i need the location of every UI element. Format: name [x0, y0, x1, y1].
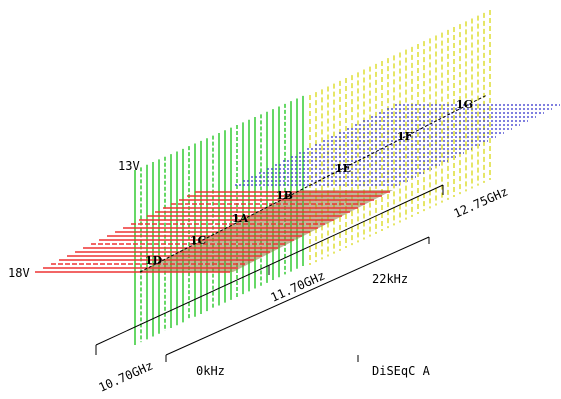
- horizontal-high-band-plane: [235, 104, 560, 186]
- axes: [95, 184, 444, 362]
- diseqc-label: DiSEqC A: [372, 364, 431, 378]
- horizontal-low-band-plane: [35, 191, 390, 273]
- position-label-1f: 1F: [397, 130, 413, 143]
- tone-high-label: 22kHz: [372, 272, 408, 286]
- position-label-1b: 1B: [276, 189, 293, 202]
- position-label-1c: 1C: [190, 234, 207, 247]
- freq-end-label: 12.75GHz: [452, 184, 510, 220]
- vertical-polarization-label: 13V: [118, 159, 140, 173]
- position-label-1a: 1A: [232, 212, 249, 225]
- freq-start-label: 10.70GHz: [97, 358, 155, 394]
- position-label-1g: 1G: [456, 98, 473, 111]
- position-label-1d: 1D: [145, 254, 163, 267]
- horizontal-polarization-label: 18V: [8, 266, 30, 280]
- position-label-1e: 1E: [335, 162, 351, 175]
- tone-axis: [165, 236, 430, 362]
- frequency-axis: [95, 184, 444, 355]
- tone-low-label: 0kHz: [196, 364, 225, 378]
